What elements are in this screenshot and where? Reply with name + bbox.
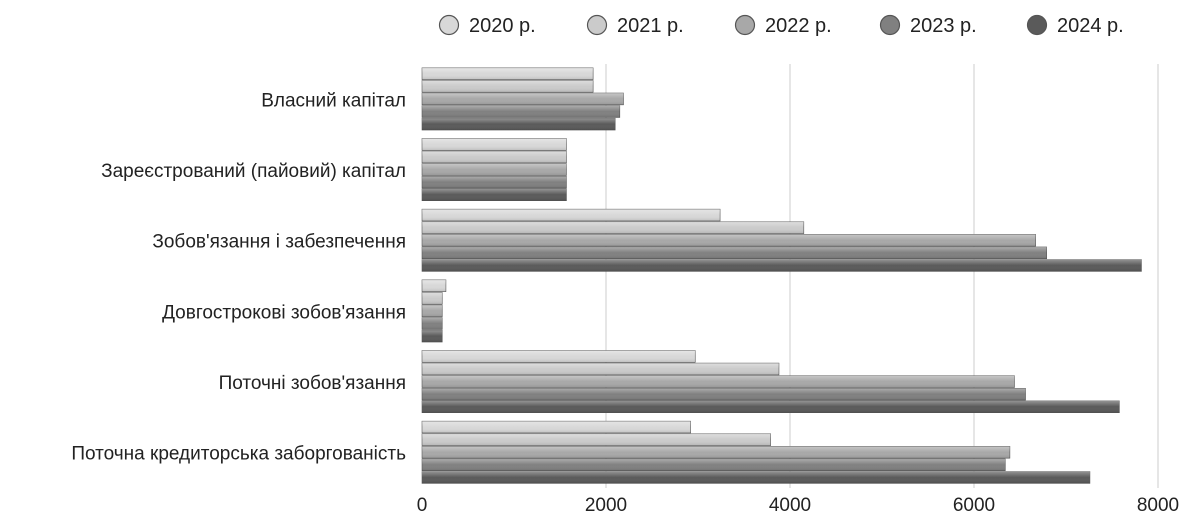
bar-highlight [422,330,443,343]
bar-highlight [422,138,567,151]
legend-item: 2022 р. [734,14,832,37]
legend-label: 2024 р. [1057,15,1124,37]
bar-highlight [422,433,771,446]
bar-highlight [422,209,721,221]
bar-highlight [422,80,594,93]
bar-highlight [422,446,1010,459]
legend-swatch [438,14,460,36]
legend-label: 2023 р. [910,15,977,37]
x-axis: 0 2000 4000 6000 8000 [417,495,1179,516]
legend-item: 2021 р. [586,14,684,37]
bar-highlight [422,400,1120,413]
bar-highlight [422,93,624,105]
category-label: Поточні зобов'язання [219,373,406,394]
legend-label: 2020 р. [469,15,536,37]
bar-highlight [422,105,620,118]
bars [421,67,1142,484]
bar-highlight [422,279,446,292]
bar-highlight [422,471,1090,484]
bar-highlight [422,292,443,305]
category-label: Власний капітал [261,90,406,111]
category-label: Зареєстрований (пайовий) капітал [101,161,406,182]
bar-highlight [422,188,567,201]
legend-item: 2023 р. [879,14,977,37]
legend-label: 2022 р. [765,15,832,37]
bar-highlight [422,458,1006,471]
category-label: Зобов'язання і забезпечення [152,232,406,253]
category-label: Довгострокові зобов'язання [162,302,406,323]
bar-highlight [422,234,1036,247]
legend-item: 2020 р. [438,14,536,37]
legend-swatch [586,14,608,36]
category-label: Поточна кредиторська заборгованість [71,444,406,465]
x-tick-label: 8000 [1137,495,1179,516]
bar-highlight [422,375,1015,388]
bar-highlight [422,246,1047,259]
x-tick-label: 2000 [585,495,627,516]
bar-highlight [422,388,1026,401]
x-tick-label: 4000 [769,495,811,516]
legend-label: 2021 р. [617,15,684,37]
legend-swatch [1026,14,1048,36]
bar-highlight [422,163,567,176]
legend-swatch [734,14,756,36]
bar-highlight [422,317,443,330]
bar-highlight [422,151,567,163]
bar-highlight [422,421,691,433]
bar-highlight [422,221,804,234]
x-tick-label: 6000 [953,495,995,516]
bar-highlight [422,176,567,189]
gridlines [605,64,1159,488]
legend: 2020 р. 2021 р. 2022 р. 2023 р. 2024 р. [438,14,1124,37]
bar-highlight [422,118,616,131]
bar-highlight [422,67,594,80]
legend-item: 2024 р. [1026,14,1124,37]
bar-highlight [422,350,696,363]
category-labels: Власний капітал Зареєстрований (пайовий) … [71,90,406,464]
x-tick-label: 0 [417,495,428,516]
bar-highlight [422,363,779,375]
bar-highlight [422,305,443,317]
bar-highlight [422,259,1142,272]
legend-swatch [879,14,901,36]
